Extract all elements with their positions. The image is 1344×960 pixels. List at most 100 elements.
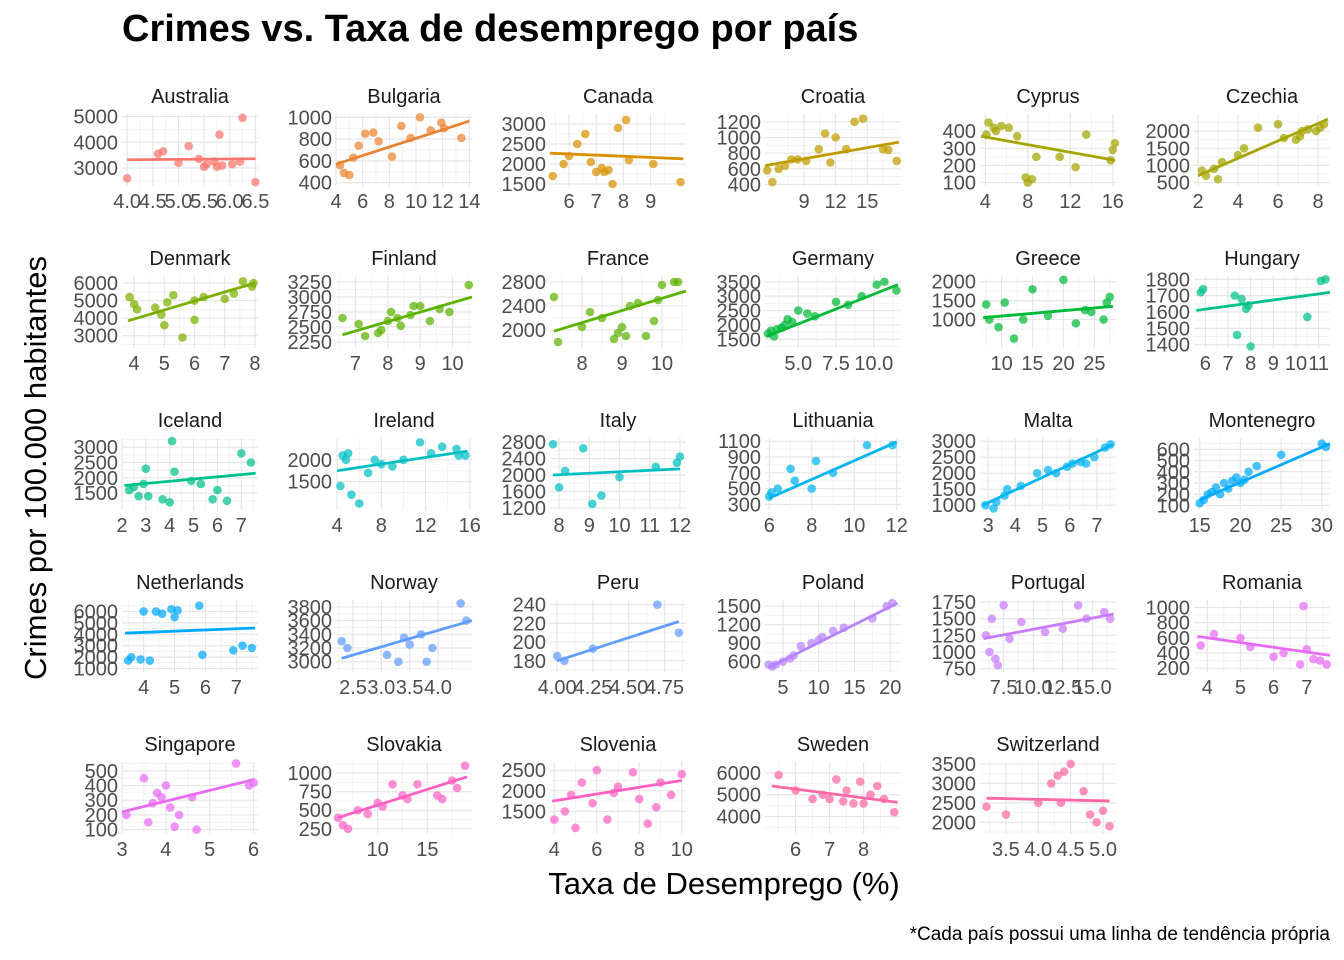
data-point [603,815,612,824]
x-tick-label: 4 [138,677,149,699]
data-point [437,794,447,804]
data-point [803,309,812,318]
data-point [996,121,1006,131]
data-point [825,794,834,804]
x-tick-label: 20 [1052,353,1074,375]
data-point [838,796,848,806]
y-tick-label: 3000 [932,773,977,795]
data-point [386,307,396,317]
panel-title: Denmark [149,248,231,270]
x-tick-label: 7.5 [990,677,1018,699]
data-point [814,144,824,154]
data-point [165,498,175,507]
data-point [1321,274,1330,284]
data-point [415,438,425,447]
data-point [192,825,201,834]
data-point [251,177,260,187]
y-tick-label: 4000 [74,132,119,154]
data-point [169,291,178,300]
y-tick-label: 1500 [932,479,977,501]
data-point [553,337,563,347]
panel-title: Netherlands [136,572,244,594]
x-tick-label: 5.0 [784,353,812,375]
data-point [1092,818,1101,827]
data-point [1009,334,1019,343]
x-tick-label: 16 [1102,191,1124,213]
data-point [592,765,602,775]
x-tick-label: 9 [415,353,426,375]
y-tick-label: 2800 [502,272,547,294]
x-tick-label: 9 [645,191,656,213]
x-tick-label: 12 [825,191,847,213]
x-tick-label: 4.5 [1057,839,1085,861]
trend-line [553,289,687,333]
x-tick-label: 5.0 [1089,839,1117,861]
data-point [586,157,596,167]
x-tick-label: 10.0 [1014,677,1053,699]
y-tick-label: 2500 [932,447,977,469]
data-point [415,112,425,122]
trend-line [341,619,473,660]
data-point [354,319,363,329]
x-tick-label: 4.75 [645,677,684,699]
data-point [217,161,227,170]
data-point [559,159,568,169]
data-point [413,779,422,789]
y-tick-label: 1100 [718,431,761,453]
data-point [677,770,687,779]
data-point [1071,319,1081,328]
data-point [1213,174,1223,184]
x-tick-label: 9 [1268,353,1279,375]
x-tick-label: 7 [236,515,247,537]
trend-line [767,601,899,669]
data-point [831,133,840,142]
chart-caption: *Cada país possui uma linha de tendência… [909,924,1330,945]
data-point [1269,652,1278,662]
y-tick-label: 800 [299,129,332,151]
data-point [388,462,397,471]
data-point [1309,654,1318,664]
data-point [548,171,558,181]
x-tick-label: 10 [991,353,1013,375]
data-point [831,297,841,307]
data-point [1040,627,1050,637]
data-point [1059,767,1069,777]
y-tick-label: 400 [1157,643,1190,665]
data-point [1237,294,1246,304]
y-tick-label: 900 [728,633,761,655]
data-point [985,647,994,657]
data-point [1211,483,1221,492]
data-point [892,286,901,295]
panel-title: Peru [597,572,639,594]
data-point [222,496,232,506]
x-tick-label: 15 [416,839,438,861]
data-point [1081,130,1091,139]
y-tick-label: 4000 [717,807,762,829]
data-point [880,277,889,287]
data-point [1209,629,1219,639]
data-point [370,455,379,465]
y-tick-label: 400 [85,776,118,798]
x-tick-label: 6 [1272,191,1283,213]
panel-title: Switzerland [996,734,1099,756]
data-point [572,139,582,149]
x-tick-label: 14 [458,191,480,213]
y-tick-label: 2000 [288,450,333,472]
y-tick-label: 1500 [1146,318,1191,340]
data-point [196,479,206,489]
y-tick-label: 5000 [717,785,762,807]
y-tick-label: 1500 [1146,138,1191,160]
x-tick-label: 10 [808,677,830,699]
data-point [1055,152,1064,162]
data-point [1079,786,1088,796]
y-tick-label: 2500 [932,793,977,815]
data-point [165,803,175,812]
data-point [858,114,868,123]
trend-line [125,626,255,635]
